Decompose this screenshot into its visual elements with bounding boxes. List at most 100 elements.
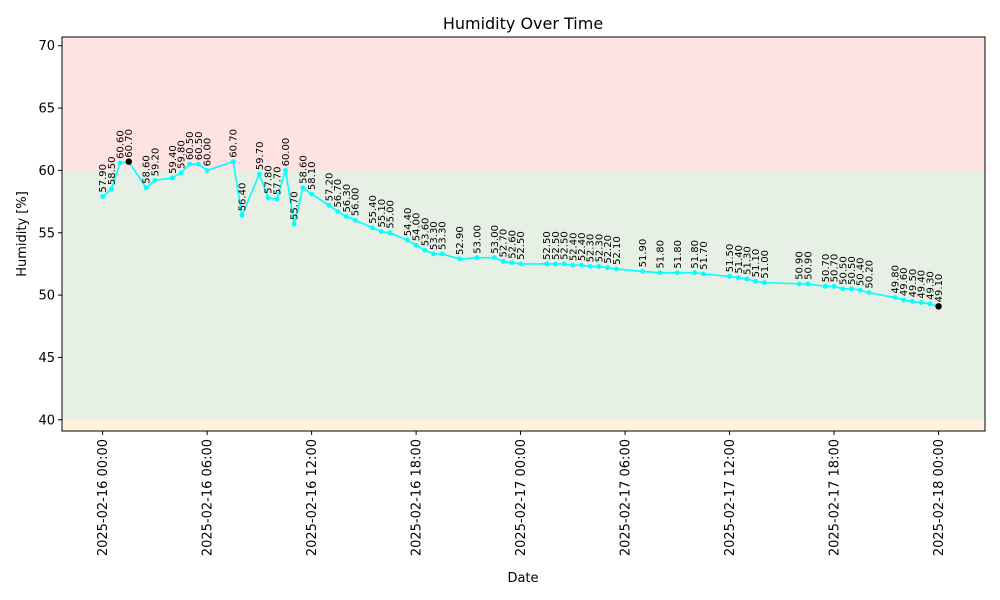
data-label: 58.50 — [107, 156, 118, 185]
data-label: 55.70 — [290, 191, 301, 220]
data-label: 51.10 — [751, 249, 762, 278]
data-point — [387, 230, 393, 236]
extreme-point — [935, 303, 942, 310]
data-point — [492, 255, 497, 261]
data-label: 52.30 — [586, 234, 597, 263]
data-label: 59.70 — [255, 142, 266, 171]
data-label: 52.20 — [603, 235, 614, 264]
data-point — [239, 212, 245, 218]
data-label: 56.70 — [333, 179, 344, 208]
plot-frame — [61, 36, 986, 432]
data-point — [335, 209, 341, 214]
data-label: 49.30 — [925, 271, 936, 300]
data-label: 56.30 — [342, 184, 353, 213]
data-label: 59.40 — [168, 145, 179, 174]
data-label: 60.70 — [229, 129, 240, 158]
y-tick-label: 55 — [38, 226, 55, 241]
data-point — [326, 202, 332, 208]
data-label: 56.40 — [237, 183, 248, 212]
data-label: 50.90 — [803, 251, 814, 280]
data-point — [474, 255, 480, 261]
data-point — [613, 266, 619, 272]
data-label: 50.40 — [856, 257, 867, 286]
data-point — [100, 194, 106, 199]
data-point — [117, 160, 123, 166]
data-point — [500, 259, 506, 264]
data-label: 60.50 — [194, 132, 205, 161]
data-label: 57.90 — [98, 164, 109, 193]
x-tick-label: 2025-02-18 00:00 — [932, 439, 947, 556]
data-label: 60.50 — [185, 132, 196, 161]
data-label: 51.30 — [742, 246, 753, 275]
x-tick-label: 2025-02-17 12:00 — [723, 439, 738, 556]
y-axis-label: Humidity [%] — [15, 191, 30, 277]
y-tick-label: 70 — [38, 39, 55, 54]
data-point — [256, 171, 262, 177]
data-point — [840, 286, 846, 292]
data-label: 51.90 — [638, 239, 649, 268]
data-point — [143, 185, 149, 191]
data-point — [692, 270, 698, 276]
data-point — [561, 261, 567, 267]
data-point — [404, 237, 410, 243]
data-point — [187, 161, 193, 167]
x-axis: 2025-02-16 00:00 2025-02-16 06:00 2025-02-… — [96, 431, 947, 556]
data-label: 50.20 — [864, 260, 875, 289]
data-label: 53.00 — [473, 225, 484, 254]
data-point — [796, 281, 802, 287]
x-tick-label: 2025-02-16 12:00 — [305, 439, 320, 556]
data-point — [866, 290, 872, 296]
data-point — [196, 161, 201, 167]
band-1 — [62, 170, 985, 420]
data-point — [378, 229, 384, 234]
y-tick-label: 60 — [38, 164, 55, 179]
data-point — [265, 195, 271, 201]
data-label: 60.00 — [203, 138, 214, 167]
data-label: 57.20 — [325, 173, 336, 202]
data-label: 52.40 — [568, 233, 579, 262]
y-tick-label: 40 — [38, 413, 55, 428]
data-point — [892, 295, 898, 300]
data-points — [100, 158, 942, 310]
data-point — [422, 247, 428, 253]
data-label: 57.80 — [264, 165, 275, 194]
x-tick-label: 2025-02-16 00:00 — [96, 439, 111, 556]
data-point — [439, 251, 445, 257]
data-point — [553, 261, 558, 267]
band-2 — [62, 419, 985, 431]
data-point — [152, 177, 158, 183]
data-point — [857, 287, 863, 293]
data-label: 52.50 — [516, 231, 527, 260]
x-axis-label: Date — [507, 571, 538, 586]
data-point — [640, 269, 645, 274]
data-label: 59.80 — [177, 140, 188, 169]
data-point — [230, 159, 236, 165]
data-point — [509, 260, 515, 266]
extreme-point — [125, 158, 132, 165]
data-point — [518, 261, 523, 267]
data-point — [805, 281, 811, 287]
data-label: 52.90 — [455, 226, 466, 255]
y-tick-label: 50 — [38, 289, 55, 304]
data-point — [901, 297, 907, 303]
data-label: 52.40 — [577, 233, 588, 262]
data-label: 50.70 — [821, 254, 832, 283]
data-label: 52.60 — [507, 230, 518, 259]
data-point — [309, 191, 315, 197]
data-point — [178, 170, 184, 176]
x-tick-label: 2025-02-16 18:00 — [410, 439, 425, 556]
data-label: 50.50 — [838, 256, 849, 285]
data-label: 59.20 — [150, 148, 161, 177]
x-tick-label: 2025-02-17 00:00 — [514, 439, 529, 556]
data-label: 52.50 — [542, 231, 553, 260]
data-label: 49.80 — [891, 265, 902, 294]
y-tick-label: 45 — [38, 351, 55, 366]
data-label: 51.40 — [734, 245, 745, 274]
data-point — [918, 300, 924, 305]
data-label: 58.60 — [298, 155, 309, 184]
data-label: 54.40 — [403, 208, 414, 237]
data-label: 57.70 — [272, 166, 283, 195]
data-point — [727, 273, 732, 279]
data-label: 51.80 — [655, 240, 666, 269]
